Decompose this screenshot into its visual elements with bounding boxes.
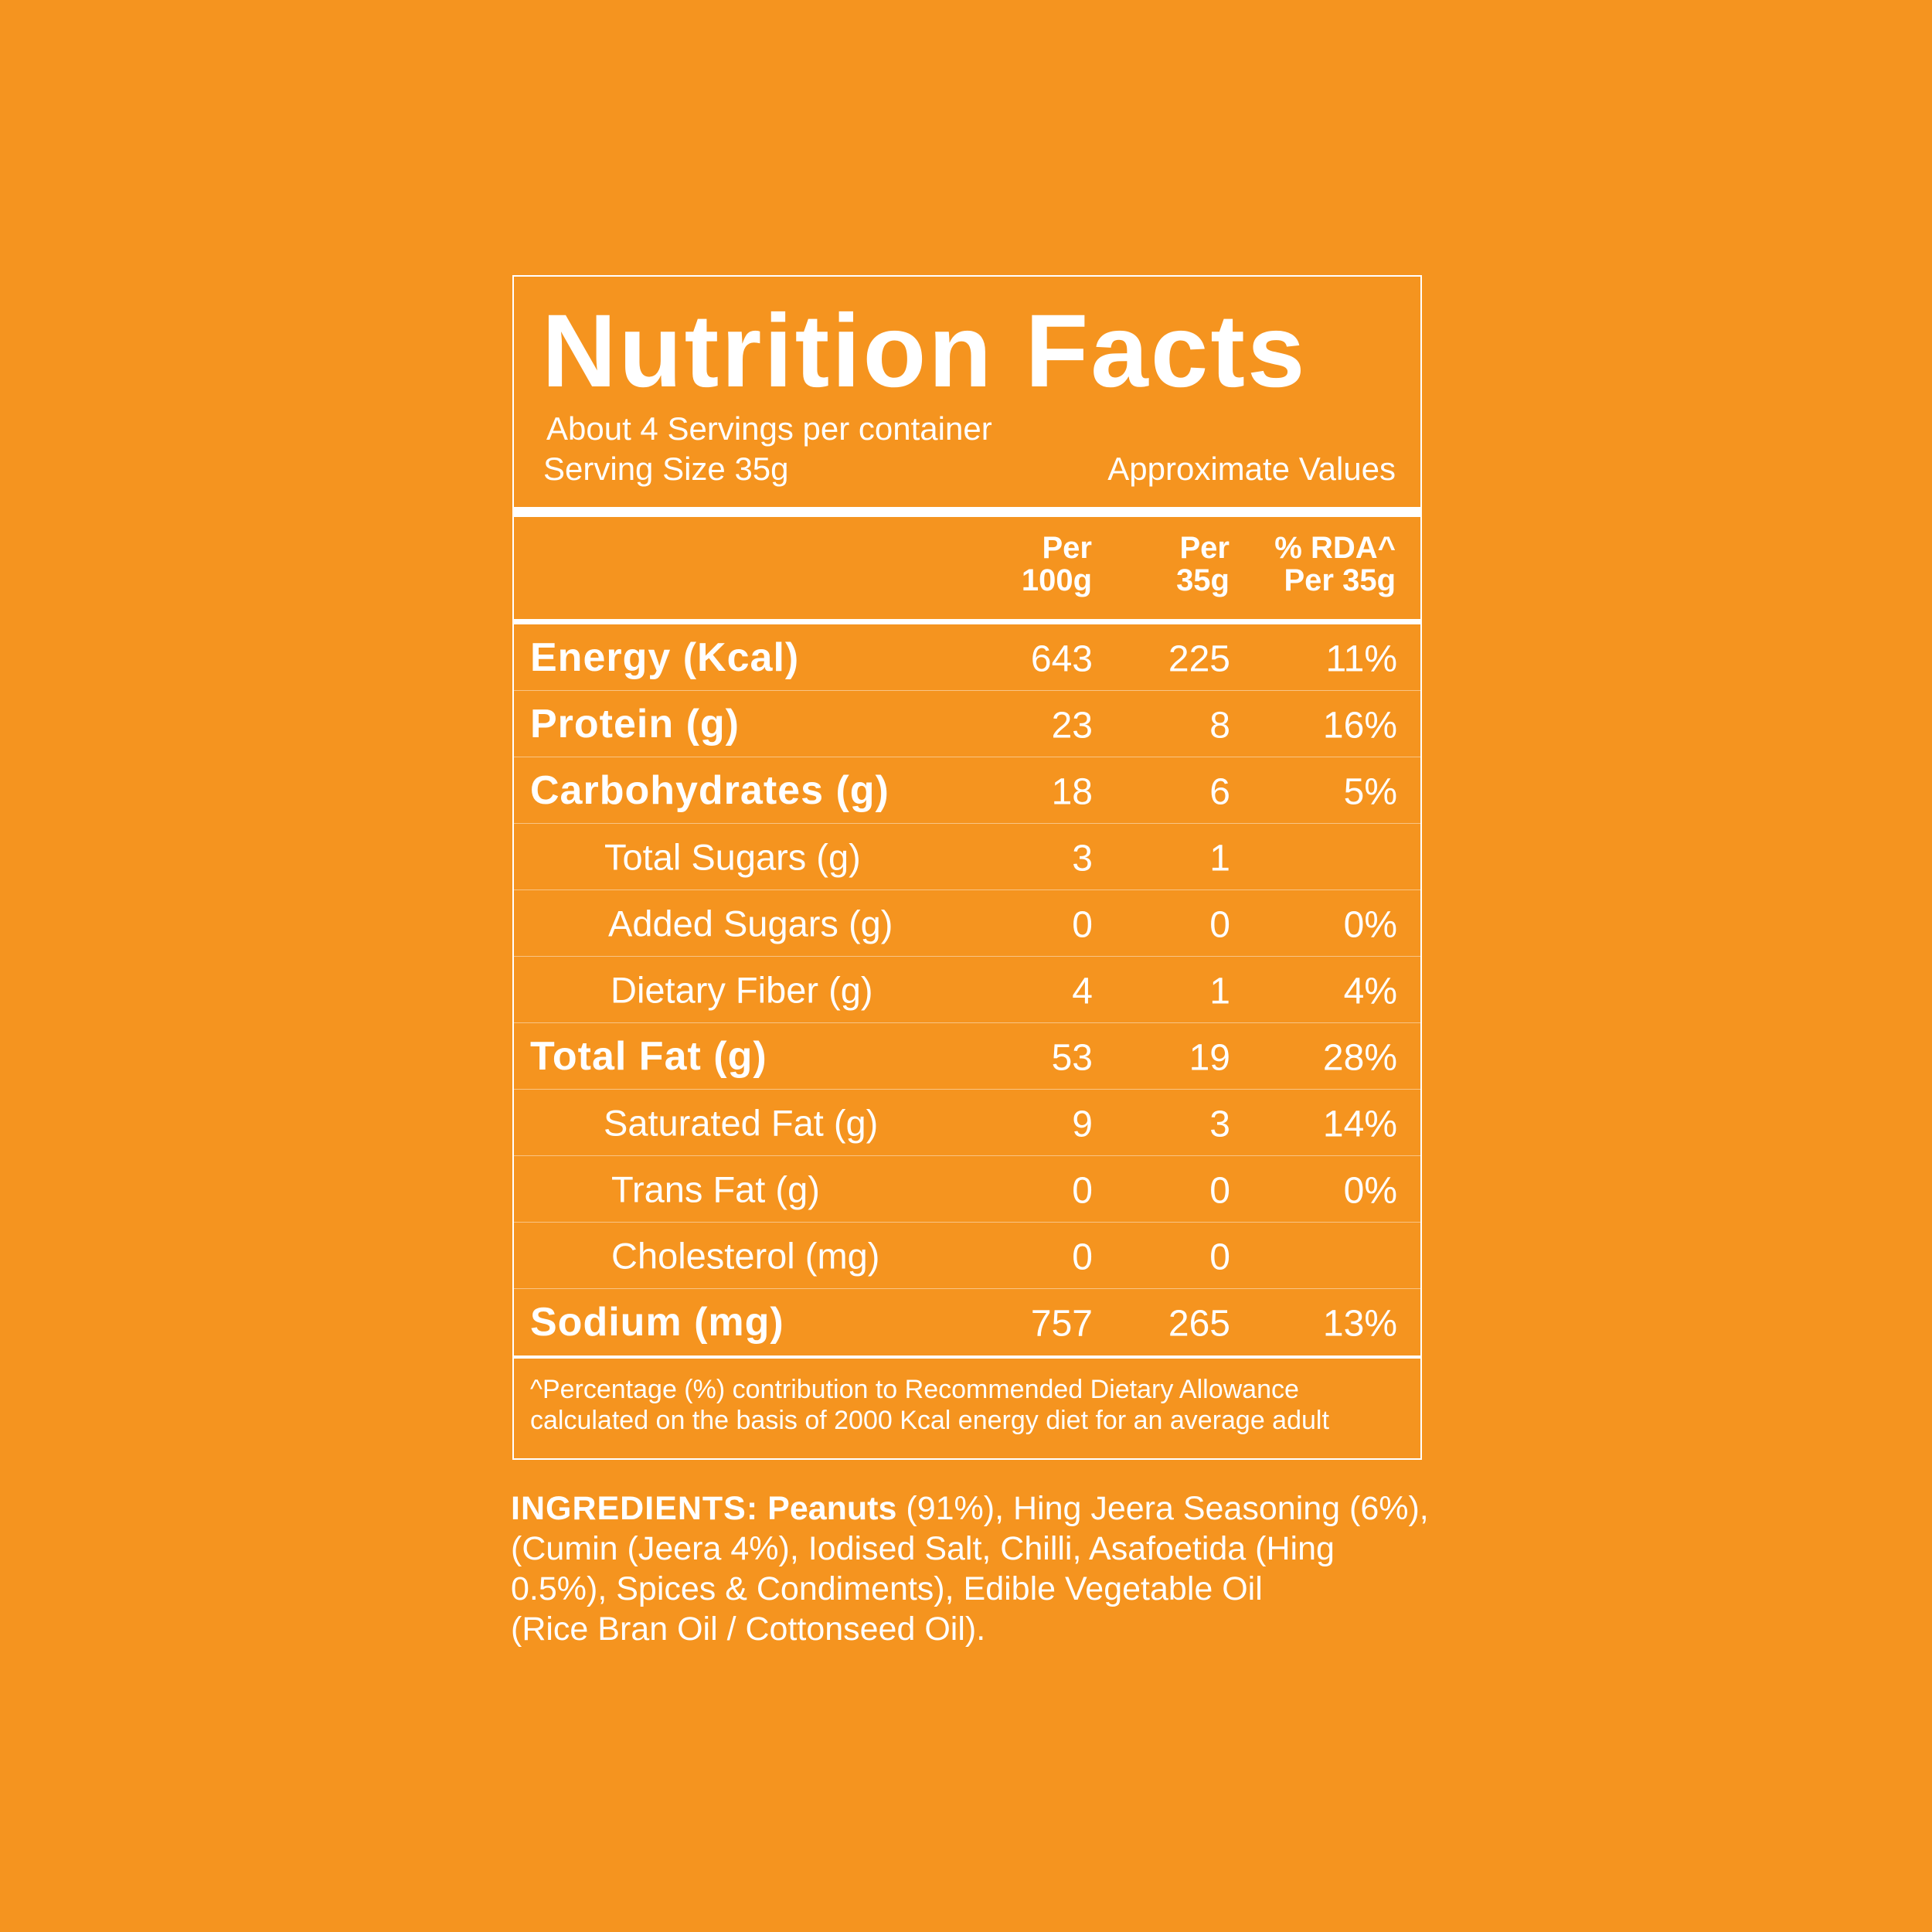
nutrient-row: Total Sugars (g) 3 1 (514, 824, 1420, 890)
value-rda-percent: 4% (1343, 970, 1397, 1012)
nutrition-facts-panel: Nutrition Facts About 4 Servings per con… (512, 275, 1422, 1460)
value-rda-percent: 0% (1343, 903, 1397, 945)
nutrient-row: Saturated Fat (g) 9 3 14% (514, 1090, 1420, 1156)
nutrient-row: Protein (g) 23 8 16% (514, 691, 1420, 757)
nutrient-row: Cholesterol (mg) 0 0 (514, 1223, 1420, 1289)
nutrient-name: Protein (g) (530, 701, 740, 747)
footnote-divider (514, 1355, 1420, 1359)
value-per-35g: 1 (1209, 837, 1230, 879)
column-header-line: 35g (1176, 563, 1230, 597)
column-header-per-100g: Per 100g (1022, 532, 1092, 597)
nutrient-row: Total Fat (g) 53 19 28% (514, 1023, 1420, 1090)
value-rda-percent: 5% (1343, 770, 1397, 812)
nutrient-name: Dietary Fiber (g) (611, 969, 873, 1010)
column-header-divider (514, 619, 1420, 624)
value-per-35g: 6 (1209, 770, 1230, 812)
nutrient-name: Carbohydrates (g) (530, 767, 889, 813)
value-rda-percent: 13% (1322, 1303, 1397, 1345)
nutrient-row: Carbohydrates (g) 18 6 5% (514, 757, 1420, 824)
header-divider-thick (514, 507, 1420, 517)
ingredient-peanuts: Peanuts (767, 1490, 897, 1527)
value-per-100g: 23 (1051, 704, 1093, 746)
value-per-100g: 9 (1072, 1103, 1093, 1145)
value-per-35g: 0 (1209, 1236, 1230, 1277)
ingredients-line: (Cumin (Jeera 4%), Iodised Salt, Chilli,… (511, 1530, 1335, 1567)
ingredients-block: INGREDIENTS: Peanuts (91%), Hing Jeera S… (511, 1488, 1485, 1649)
column-header-line: % RDA^ (1274, 531, 1396, 565)
nutrient-name: Added Sugars (g) (608, 903, 893, 944)
ingredients-text: (91%), Hing Jeera Seasoning (6%), (896, 1490, 1429, 1527)
ingredients-heading: INGREDIENTS: (511, 1490, 759, 1527)
value-per-35g: 1 (1209, 970, 1230, 1012)
column-header-rda: % RDA^ Per 35g (1274, 532, 1396, 597)
ingredients-line: INGREDIENTS: Peanuts (91%), Hing Jeera S… (511, 1488, 1485, 1529)
column-header-line: Per (1042, 531, 1093, 565)
nutrient-row: Energy (Kcal) 643 225 11% (514, 624, 1420, 691)
value-rda-percent: 28% (1322, 1036, 1397, 1078)
column-header-per-35g: Per 35g (1176, 532, 1230, 597)
footnote-line: calculated on the basis of 2000 Kcal ene… (530, 1406, 1329, 1435)
nutrient-row: Trans Fat (g) 0 0 0% (514, 1156, 1420, 1223)
nutrient-row: Added Sugars (g) 0 0 0% (514, 890, 1420, 957)
value-per-100g: 0 (1072, 1236, 1093, 1277)
value-per-35g: 0 (1209, 903, 1230, 945)
value-rda-percent: 14% (1322, 1103, 1397, 1145)
column-header-line: Per 35g (1284, 563, 1396, 597)
value-per-35g: 265 (1168, 1303, 1230, 1345)
nutrition-facts-title: Nutrition Facts (542, 294, 1308, 409)
value-per-100g: 643 (1030, 638, 1093, 679)
value-rda-percent: 11% (1325, 638, 1397, 679)
serving-size: Serving Size 35g (543, 451, 789, 487)
ingredients-line: (Rice Bran Oil / Cottonseed Oil). (511, 1611, 986, 1648)
servings-per-container: About 4 Servings per container (546, 410, 992, 447)
column-header-line: Per (1179, 531, 1230, 565)
value-per-100g: 0 (1072, 1169, 1093, 1211)
rda-footnote: ^Percentage (%) contribution to Recommen… (530, 1374, 1329, 1436)
nutrient-row: Sodium (mg) 757 265 13% (514, 1289, 1420, 1355)
nutrient-name: Sodium (mg) (530, 1300, 784, 1345)
nutrient-name: Trans Fat (g) (611, 1168, 820, 1209)
value-per-100g: 4 (1072, 970, 1093, 1012)
value-per-35g: 0 (1209, 1169, 1230, 1211)
value-per-100g: 0 (1072, 903, 1093, 945)
nutrient-row: Dietary Fiber (g) 4 1 4% (514, 957, 1420, 1023)
ingredients-line: 0.5%), Spices & Condiments), Edible Vege… (511, 1570, 1263, 1607)
value-per-35g: 225 (1168, 638, 1230, 679)
value-rda-percent: 0% (1343, 1169, 1397, 1211)
nutrient-name: Cholesterol (mg) (611, 1235, 880, 1276)
value-per-100g: 53 (1051, 1036, 1093, 1078)
nutrient-name: Total Sugars (g) (604, 836, 861, 877)
column-header-line: 100g (1021, 563, 1092, 597)
value-per-35g: 8 (1209, 704, 1230, 746)
nutrient-name: Total Fat (g) (530, 1033, 767, 1079)
footnote-line: ^Percentage (%) contribution to Recommen… (530, 1375, 1299, 1404)
value-per-100g: 757 (1030, 1303, 1093, 1345)
value-per-35g: 19 (1189, 1036, 1230, 1078)
value-per-100g: 3 (1072, 837, 1093, 879)
approximate-values-note: Approximate Values (1107, 451, 1396, 487)
value-per-35g: 3 (1209, 1103, 1230, 1145)
nutrient-name: Energy (Kcal) (530, 634, 800, 680)
nutrient-name: Saturated Fat (g) (604, 1102, 879, 1143)
value-per-100g: 18 (1051, 770, 1093, 812)
value-rda-percent: 16% (1322, 704, 1397, 746)
